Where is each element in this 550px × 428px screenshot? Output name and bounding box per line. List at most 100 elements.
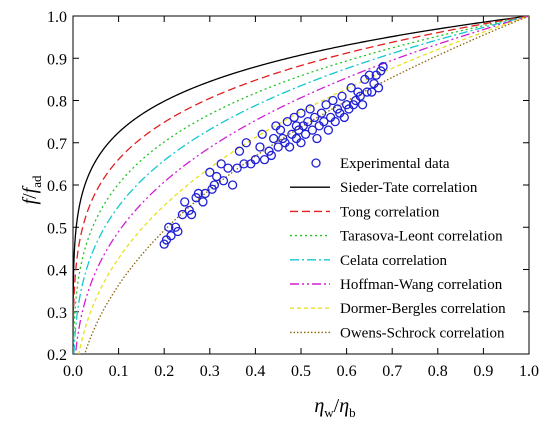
- y-tick-label: 0.4: [47, 263, 67, 280]
- data-point: [218, 176, 229, 186]
- legend-label: Tarasova-Leont correlation: [340, 229, 503, 245]
- y-tick-label: 0.2: [47, 347, 67, 364]
- legend-label: Experimental data: [340, 156, 450, 172]
- x-label-main: η: [314, 395, 324, 417]
- data-point: [186, 209, 197, 220]
- data-point: [330, 116, 340, 127]
- data-point: [255, 142, 265, 152]
- data-point: [200, 188, 210, 199]
- y-tick-label: 0.3: [47, 305, 67, 322]
- data-point: [198, 197, 208, 207]
- y-tick-label: 0.8: [47, 94, 67, 111]
- data-point: [357, 100, 368, 110]
- data-point: [319, 116, 329, 127]
- y-axis-label: f/fad: [19, 175, 44, 204]
- x-axis-label: ηw/ηb: [314, 395, 355, 420]
- correlation-curves: [73, 16, 529, 354]
- x-tick-label: 0.6: [337, 363, 357, 380]
- data-point: [373, 83, 384, 93]
- data-point: [339, 112, 349, 123]
- x-tick-label: 0.1: [109, 363, 129, 380]
- x-tick-label: 0.7: [382, 363, 402, 380]
- x-tick-label: 1.0: [519, 363, 539, 380]
- series-line: [73, 16, 529, 354]
- data-point: [239, 159, 249, 169]
- data-point: [300, 129, 311, 139]
- data-point: [364, 70, 375, 80]
- data-point: [211, 171, 222, 182]
- x-tick-label: 0.2: [154, 363, 174, 380]
- x-tick-label: 0.3: [200, 363, 220, 380]
- data-point: [355, 91, 365, 101]
- data-point: [305, 104, 315, 114]
- data-point: [323, 125, 334, 135]
- data-point: [227, 180, 238, 190]
- legend-label: Celata correlation: [340, 253, 448, 269]
- data-point: [312, 133, 322, 144]
- data-point: [303, 116, 313, 127]
- data-point: [241, 138, 251, 148]
- data-point: [282, 116, 292, 127]
- x-tick-label: 0.4: [245, 363, 265, 380]
- axis-ticks: [72, 15, 530, 355]
- data-point: [321, 100, 331, 110]
- legend-label: Dormer-Bergles correlation: [340, 301, 506, 317]
- data-point: [180, 197, 190, 207]
- data-point: [275, 125, 286, 135]
- axis-tick-labels: 0.0 0.1 0.2 0.3 0.4 0.5 0.6 0.7 0.8 0.9 1.0 0.2 0.3 0…: [47, 9, 539, 380]
- y-tick-label: 1.0: [47, 9, 67, 26]
- data-point: [367, 87, 377, 97]
- y-label-main2: f: [19, 185, 41, 193]
- data-point: [216, 159, 226, 169]
- series-line: [73, 16, 529, 354]
- y-label-main: f: [19, 196, 41, 204]
- x-tick-label: 0.5: [291, 363, 311, 380]
- x-tick-label: 0.8: [428, 363, 448, 380]
- data-point: [266, 150, 277, 161]
- series-line: [73, 16, 529, 354]
- data-point: [346, 83, 356, 93]
- x-label-sub2: b: [349, 405, 356, 420]
- y-tick-label: 0.5: [47, 220, 67, 237]
- data-point: [328, 95, 338, 106]
- y-tick-label: 0.6: [47, 178, 67, 195]
- data-point: [173, 226, 183, 237]
- legend-marker: [311, 158, 321, 168]
- y-tick-label: 0.7: [47, 136, 67, 153]
- data-point: [259, 154, 270, 165]
- data-point: [232, 163, 242, 173]
- data-point: [177, 209, 188, 220]
- data-point: [284, 142, 295, 152]
- data-point: [250, 154, 261, 165]
- legend-label: Sieder-Tate correlation: [340, 180, 478, 196]
- series-line: [78, 16, 529, 354]
- data-point: [268, 133, 279, 144]
- series-line: [84, 16, 529, 354]
- legend-label: Owens-Schrock correlation: [340, 325, 505, 341]
- data-point: [164, 222, 174, 232]
- data-point: [193, 188, 204, 199]
- data-point: [310, 112, 320, 123]
- series-line: [73, 16, 529, 354]
- x-label-main2: η: [339, 395, 349, 417]
- data-point: [209, 180, 220, 190]
- data-point: [166, 231, 176, 241]
- data-point: [296, 108, 306, 118]
- data-point: [205, 167, 215, 177]
- data-point: [273, 142, 283, 152]
- data-point: [296, 138, 306, 148]
- data-point: [307, 125, 318, 135]
- data-point: [257, 129, 267, 139]
- data-point: [289, 112, 299, 123]
- experimental-points: [159, 62, 388, 249]
- data-point: [223, 163, 233, 173]
- x-tick-label: 0.9: [473, 363, 493, 380]
- legend-label: Tong correlation: [340, 204, 440, 220]
- data-point: [337, 91, 347, 101]
- x-label-sep: /: [334, 395, 340, 417]
- legend-label: Hoffman-Wang correlation: [340, 277, 503, 293]
- x-tick-label: 0.0: [63, 363, 83, 380]
- legend: Experimental data Sieder-Tate correlation…: [290, 156, 506, 341]
- x-label-sub: w: [324, 405, 334, 420]
